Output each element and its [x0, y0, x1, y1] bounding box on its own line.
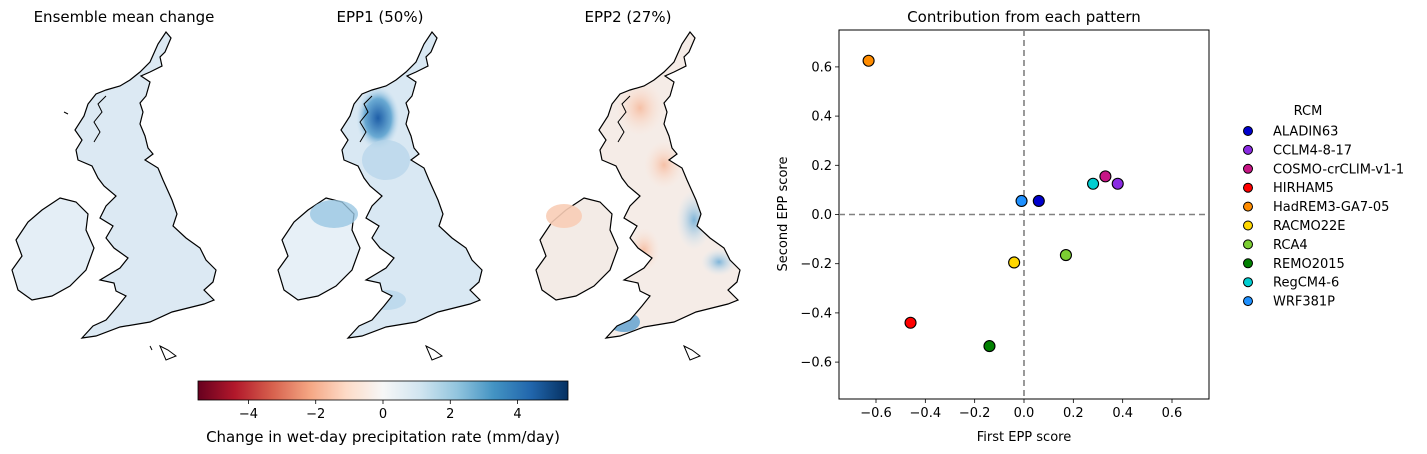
y-tick-label: 0.2: [811, 159, 832, 174]
legend-label: HadREM3-GA7-05: [1273, 200, 1389, 215]
point-remo2015: [983, 340, 996, 353]
colorbar-ticks: −4 −2 0 2 4: [239, 400, 522, 422]
legend-items: ALADIN63 CCLM4-8-17 COSMO-crCLIM-v1-1 HIRHA…: [1243, 125, 1404, 310]
legend-label: CCLM4-8-17: [1273, 143, 1352, 158]
legend-label: RegCM4-6: [1273, 276, 1339, 291]
x-tick-label: −0.2: [959, 406, 991, 421]
legend-marker: [1243, 182, 1253, 193]
legend-label: COSMO-crCLIM-v1-1: [1273, 162, 1404, 177]
colorbar-tick-label: −4: [239, 407, 258, 422]
legend-marker: [1243, 201, 1253, 212]
chart-title: Contribution from each pattern: [907, 8, 1141, 26]
point-cosmo-crclim-v1-1: [1099, 170, 1112, 183]
x-tick-label: 0.6: [1162, 406, 1183, 421]
legend-marker: [1243, 163, 1253, 174]
legend: RCM ALADIN63 CCLM4-8-17 COSMO-crCLIM-v1-1 H…: [1243, 104, 1404, 310]
y-tick-label: −0.6: [800, 356, 832, 371]
map-panel-epp1: EPP1 (50%): [277, 8, 483, 361]
great-britain-map: [598, 31, 741, 339]
point-racmo22e: [1008, 256, 1021, 269]
y-tick-label: 0.4: [811, 110, 832, 125]
island-outlines: [359, 95, 444, 361]
island-outlines: [617, 95, 702, 361]
legend-label: RACMO22E: [1273, 219, 1345, 234]
colorbar-gradient: [197, 380, 569, 401]
y-tick-label: 0.6: [811, 60, 832, 75]
legend-marker: [1243, 277, 1253, 288]
y-tick-label: −0.4: [800, 306, 832, 321]
legend-marker: [1243, 126, 1253, 136]
point-hadrem3-ga7-05: [862, 54, 875, 67]
x-tick-label: 0.2: [1063, 406, 1084, 421]
y-tick-label: −0.2: [800, 257, 832, 272]
x-tick-label: −0.4: [910, 406, 942, 421]
legend-marker: [1243, 239, 1253, 250]
y-tick-label: 0.0: [811, 208, 832, 223]
map-title: EPP2 (27%): [585, 8, 672, 26]
legend-label: ALADIN63: [1273, 125, 1338, 140]
x-tick-label: −0.6: [860, 406, 892, 421]
map-panel-ensemble-mean: Ensemble mean change: [11, 8, 217, 361]
colorbar-tick-label: 0: [379, 407, 387, 422]
legend-label: WRF381P: [1273, 295, 1335, 310]
legend-marker: [1243, 258, 1253, 269]
data-points: [862, 54, 1124, 353]
island-outlines: [63, 95, 178, 361]
y-axis-ticks: −0.6 −0.4 −0.2 0.0 0.2 0.4 0.6: [800, 60, 839, 371]
colorbar-tick-label: −2: [306, 407, 325, 422]
ireland-map: [11, 197, 95, 301]
legend-label: HIRHAM5: [1273, 181, 1334, 196]
colorbar-label: Change in wet-day precipitation rate (mm…: [206, 428, 560, 446]
ireland-map: [535, 197, 619, 301]
map-title: Ensemble mean change: [34, 8, 215, 26]
point-aladin63: [1032, 194, 1045, 208]
colorbar-tick-label: 2: [446, 407, 454, 422]
x-axis-ticks: −0.6 −0.4 −0.2 0.0 0.2 0.4 0.6: [860, 399, 1182, 421]
legend-label: REMO2015: [1273, 257, 1345, 272]
point-hirham5: [904, 316, 917, 329]
legend-marker: [1243, 220, 1253, 231]
y-axis-label: Second EPP score: [776, 157, 791, 272]
scatter-chart: Contribution from each pattern −0.6 −0.4−…: [776, 8, 1210, 445]
x-axis-label: First EPP score: [977, 430, 1071, 445]
x-tick-label: 0.4: [1112, 406, 1133, 421]
legend-marker: [1243, 144, 1253, 155]
great-britain-map: [340, 31, 483, 339]
great-britain-map: [74, 31, 217, 339]
colorbar-tick-label: 4: [513, 407, 521, 422]
reference-lines: [839, 30, 1209, 399]
point-regcm4-6: [1087, 177, 1100, 190]
x-tick-label: 0.0: [1014, 406, 1035, 421]
point-wrf381p: [1015, 194, 1028, 208]
colorbar: −4 −2 0 2 4 Change in wet-day precipitation …: [197, 380, 569, 446]
ireland-map: [277, 197, 361, 301]
point-cclm4-8-17: [1111, 177, 1124, 190]
point-rca4: [1059, 249, 1072, 262]
legend-label: RCA4: [1273, 238, 1308, 253]
legend-marker: [1243, 296, 1253, 307]
legend-title: RCM: [1294, 104, 1323, 119]
map-title: EPP1 (50%): [337, 8, 424, 26]
map-panel-epp2: EPP2 (27%): [535, 8, 741, 361]
